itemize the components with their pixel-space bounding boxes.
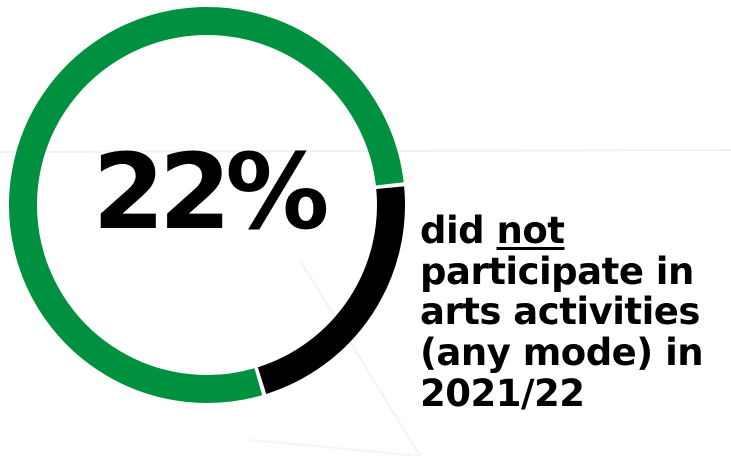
caption-line-2: participate in xyxy=(420,249,694,293)
donut-slice-not-participated xyxy=(257,186,405,394)
caption-text: did not participate in arts activities (… xyxy=(420,209,730,415)
caption-line-4: (any mode) in xyxy=(420,331,704,375)
caption-word-not: not xyxy=(496,209,565,252)
caption-line-5: 2021/22 xyxy=(420,371,585,415)
caption-line-1: did not xyxy=(420,209,730,252)
caption-word-did: did xyxy=(420,209,485,252)
center-percentage: 22% xyxy=(92,131,330,253)
donut-slice-participated xyxy=(9,7,404,403)
caption-line-3: arts activities xyxy=(420,290,700,334)
